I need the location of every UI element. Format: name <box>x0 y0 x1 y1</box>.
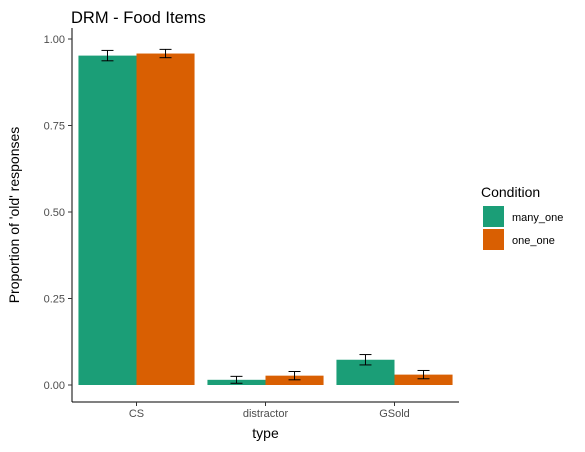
x-tick-label: GSold <box>379 408 410 420</box>
chart-title: DRM - Food Items <box>71 9 206 27</box>
legend-title: Condition <box>481 184 540 200</box>
y-tick-label: 1.00 <box>44 34 65 46</box>
bar-one_one-distractor <box>265 375 324 385</box>
error-bars-layer <box>101 48 430 384</box>
legend-key-many_one <box>483 206 504 227</box>
y-tick-label: 0.25 <box>44 294 65 306</box>
legend-label-one_one: one_one <box>512 235 555 247</box>
error-bar-many_one-CS <box>101 49 114 62</box>
error-bar-one_one-GSold <box>417 369 430 380</box>
y-ticks: 0.00 0.25 0.50 0.75 1.00 <box>44 34 72 392</box>
x-tick-label: CS <box>129 408 144 420</box>
error-bar-one_one-distractor <box>288 371 301 381</box>
x-ticks: CS distractor GSold <box>129 402 410 420</box>
y-axis-label: Proportion of 'old' responses <box>6 127 22 304</box>
error-bar-one_one-CS <box>159 48 172 59</box>
legend: Condition many_one one_one <box>481 184 563 250</box>
y-tick-label: 0.75 <box>44 121 65 133</box>
y-tick-label: 0.50 <box>44 207 65 219</box>
legend-label-many_one: many_one <box>512 212 563 224</box>
legend-items: many_one one_one <box>483 206 563 250</box>
error-bar-many_one-distractor <box>230 375 243 384</box>
error-bar-many_one-GSold <box>359 354 372 366</box>
bar-one_one-GSold <box>394 374 453 385</box>
bars-layer <box>78 53 453 385</box>
x-axis-label: type <box>252 425 279 441</box>
y-tick-label: 0.00 <box>44 380 65 392</box>
bar-many_one-CS <box>78 55 137 385</box>
bar-one_one-CS <box>136 53 195 385</box>
x-tick-label: distractor <box>243 408 289 420</box>
legend-key-one_one <box>483 229 504 250</box>
